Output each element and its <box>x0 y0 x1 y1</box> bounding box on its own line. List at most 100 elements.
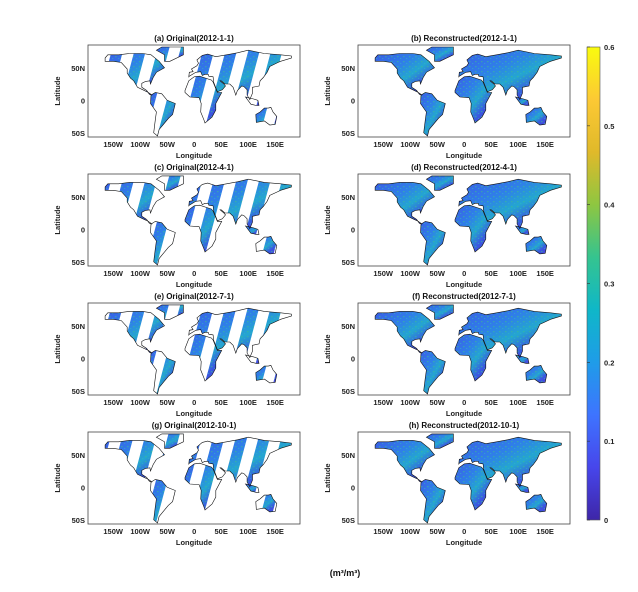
x-tick-label: 50E <box>215 140 228 149</box>
x-tick-label: 150W <box>373 140 394 149</box>
y-tick-label: 50N <box>341 451 355 460</box>
coastline <box>374 440 435 483</box>
x-axis-label: Longitude <box>176 409 212 418</box>
x-tick-label: 150W <box>373 527 394 536</box>
coastline <box>454 333 493 382</box>
coastline <box>425 304 454 320</box>
x-tick-label: 150E <box>536 140 554 149</box>
x-tick-label: 100E <box>239 140 257 149</box>
colorbar-units-label: (m³/m³) <box>330 568 361 578</box>
x-axis-label: Longitude <box>176 280 212 289</box>
x-tick-label: 50W <box>429 398 445 407</box>
axes-box <box>87 173 301 267</box>
map-panel-original: (c) Original(2012-4-1) 150W 100W 50W 0 50E 100… <box>53 163 301 289</box>
panel-title: (b) Reconstructed(2012-1-1) <box>411 34 517 43</box>
y-tick-label: 50N <box>341 64 355 73</box>
y-axis-label: Latitude <box>53 334 62 363</box>
axes-box <box>87 302 301 396</box>
y-tick-label: 50N <box>71 193 85 202</box>
x-tick-label: 0 <box>462 269 466 278</box>
x-axis-label: Longitude <box>176 151 212 160</box>
swath-gaps <box>105 433 292 523</box>
x-tick-label: 100E <box>509 398 527 407</box>
x-tick-label: 0 <box>192 269 196 278</box>
axes-box <box>357 44 571 138</box>
map-panel-reconstructed: (b) Reconstructed(2012-1-1) 150W 100W 50W 0 5… <box>323 34 571 160</box>
x-tick-label: 50W <box>159 527 175 536</box>
x-tick-label: 150W <box>103 140 124 149</box>
coastline <box>255 107 278 126</box>
map-panel-original: (e) Original(2012-7-1) 150W 100W 50W 0 50E 100… <box>53 292 301 418</box>
coastline <box>420 350 446 395</box>
coastline <box>255 365 278 384</box>
x-tick-label: 50E <box>215 398 228 407</box>
x-tick-label: 0 <box>192 140 196 149</box>
colorbar-tick-label: 0.5 <box>604 122 614 131</box>
panel-title: (a) Original(2012-1-1) <box>154 34 234 43</box>
coastline <box>255 236 278 255</box>
x-tick-label: 100W <box>130 140 151 149</box>
axes-box <box>357 302 571 396</box>
coastline <box>184 462 223 511</box>
moisture-speckle <box>375 175 562 265</box>
x-tick-label: 150E <box>536 269 554 278</box>
coastline <box>420 479 446 524</box>
y-axis-label: Latitude <box>323 463 332 492</box>
panel-title: (d) Reconstructed(2012-4-1) <box>411 163 517 172</box>
x-tick-label: 100W <box>130 527 151 536</box>
x-tick-label: 50E <box>215 527 228 536</box>
swath-gaps <box>105 47 292 136</box>
coastline <box>525 236 548 255</box>
x-tick-label: 100E <box>239 269 257 278</box>
x-tick-label: 150W <box>103 398 124 407</box>
moisture-speckle <box>375 47 562 136</box>
panel-title: (e) Original(2012-7-1) <box>154 292 234 301</box>
panel-title: (c) Original(2012-4-1) <box>154 163 234 172</box>
x-tick-label: 100E <box>509 527 527 536</box>
coastline <box>514 225 530 235</box>
x-tick-label: 0 <box>462 140 466 149</box>
coastline <box>184 204 223 253</box>
y-tick-label: 50N <box>71 451 85 460</box>
y-tick-label: 0 <box>81 483 85 492</box>
coastline <box>155 175 184 191</box>
x-tick-label: 150E <box>536 398 554 407</box>
coastline <box>150 221 176 266</box>
x-tick-label: 0 <box>462 398 466 407</box>
x-tick-label: 100W <box>130 398 151 407</box>
x-tick-label: 100E <box>239 398 257 407</box>
coastline <box>184 333 223 382</box>
x-tick-label: 100E <box>509 269 527 278</box>
map-panel-reconstructed: (f) Reconstructed(2012-7-1) 150W 100W 50W 0 5… <box>323 292 571 418</box>
coastline <box>374 53 435 96</box>
coastline <box>514 483 530 493</box>
x-tick-label: 150W <box>103 527 124 536</box>
x-tick-label: 150W <box>373 398 394 407</box>
y-tick-label: 0 <box>351 354 355 363</box>
coastline <box>525 494 548 513</box>
x-tick-label: 50W <box>429 140 445 149</box>
x-tick-label: 100E <box>509 140 527 149</box>
coastline <box>155 304 184 320</box>
coastline <box>458 49 562 101</box>
colorbar-tick-label: 0.6 <box>604 43 614 52</box>
coastline <box>104 440 165 483</box>
coastline <box>420 221 446 266</box>
y-tick-label: 0 <box>81 96 85 105</box>
panel-title: (h) Reconstructed(2012-10-1) <box>409 421 520 430</box>
coastline <box>104 182 165 225</box>
y-axis-label: Latitude <box>323 76 332 105</box>
y-tick-label: 50S <box>342 258 355 267</box>
x-axis-label: Longitude <box>446 280 482 289</box>
y-tick-label: 50N <box>341 193 355 202</box>
y-tick-label: 50N <box>71 64 85 73</box>
coastline <box>150 479 176 524</box>
x-tick-label: 50W <box>429 527 445 536</box>
x-tick-label: 150E <box>266 140 284 149</box>
y-axis-label: Latitude <box>323 334 332 363</box>
panel-title: (f) Reconstructed(2012-7-1) <box>412 292 516 301</box>
coastline <box>458 307 562 359</box>
x-tick-label: 100W <box>400 527 421 536</box>
panel-title: (g) Original(2012-10-1) <box>152 421 237 430</box>
